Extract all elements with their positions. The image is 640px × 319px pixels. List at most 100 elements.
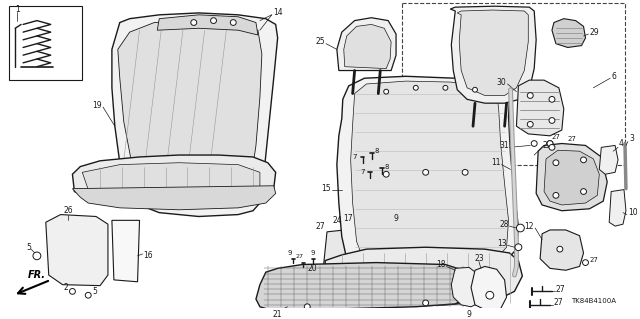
Text: 9: 9: [394, 214, 399, 223]
Text: 4: 4: [619, 139, 624, 148]
Bar: [402, 3, 625, 165]
Polygon shape: [72, 155, 276, 207]
Circle shape: [516, 224, 524, 232]
Text: 15: 15: [321, 184, 331, 193]
Text: 23: 23: [474, 254, 484, 263]
Polygon shape: [46, 215, 108, 286]
Polygon shape: [112, 13, 278, 217]
Text: 7: 7: [360, 169, 365, 175]
Text: 27: 27: [552, 134, 561, 140]
Polygon shape: [256, 263, 469, 311]
Polygon shape: [599, 145, 618, 174]
Polygon shape: [118, 21, 262, 201]
Text: 7: 7: [353, 154, 357, 160]
Text: 24: 24: [333, 216, 342, 225]
Polygon shape: [540, 230, 584, 270]
Text: 16: 16: [143, 251, 153, 260]
Text: 30: 30: [497, 78, 507, 86]
Text: 1: 1: [15, 4, 20, 14]
Text: 9: 9: [311, 250, 316, 256]
Text: 28: 28: [499, 220, 509, 229]
Polygon shape: [10, 6, 83, 80]
Circle shape: [580, 189, 586, 194]
Circle shape: [191, 20, 196, 26]
Polygon shape: [157, 15, 258, 35]
Polygon shape: [544, 150, 599, 205]
Circle shape: [527, 122, 533, 127]
Circle shape: [422, 169, 429, 175]
Circle shape: [33, 252, 41, 260]
Polygon shape: [376, 230, 402, 287]
Circle shape: [549, 145, 555, 150]
Polygon shape: [471, 266, 507, 311]
Circle shape: [527, 93, 533, 98]
Circle shape: [531, 141, 537, 146]
Circle shape: [547, 141, 553, 146]
Circle shape: [582, 260, 588, 265]
Polygon shape: [112, 220, 140, 282]
Polygon shape: [536, 144, 607, 211]
Text: TK84B4100A: TK84B4100A: [571, 298, 616, 304]
Text: 27: 27: [556, 285, 566, 294]
Circle shape: [472, 87, 477, 92]
Circle shape: [515, 244, 522, 251]
Text: 20: 20: [307, 264, 317, 273]
Text: 14: 14: [273, 8, 282, 18]
Text: 17: 17: [343, 214, 353, 223]
Text: 26: 26: [63, 206, 74, 215]
Circle shape: [486, 291, 493, 299]
Polygon shape: [83, 163, 260, 199]
Circle shape: [383, 171, 389, 177]
Circle shape: [85, 292, 91, 298]
Text: 27: 27: [296, 254, 303, 259]
Text: FR.: FR.: [28, 270, 46, 280]
Circle shape: [230, 20, 236, 26]
Polygon shape: [351, 227, 376, 287]
Circle shape: [547, 141, 553, 146]
Polygon shape: [516, 80, 564, 136]
Polygon shape: [457, 10, 528, 95]
Circle shape: [462, 169, 468, 175]
Text: 27: 27: [315, 222, 324, 231]
Text: 12: 12: [525, 222, 534, 231]
Text: 18: 18: [436, 260, 445, 269]
Circle shape: [553, 160, 559, 166]
Text: 3: 3: [629, 134, 634, 143]
Text: 22: 22: [542, 141, 552, 150]
Circle shape: [549, 96, 555, 102]
Circle shape: [422, 300, 429, 306]
Circle shape: [557, 246, 563, 252]
Text: 13: 13: [497, 239, 507, 248]
Text: 31: 31: [499, 141, 509, 150]
Text: 8: 8: [384, 164, 388, 170]
Polygon shape: [451, 6, 536, 103]
Polygon shape: [552, 19, 586, 48]
Text: 9: 9: [287, 250, 292, 256]
Polygon shape: [323, 230, 356, 287]
Polygon shape: [344, 25, 391, 69]
Circle shape: [549, 118, 555, 123]
Text: 5: 5: [27, 243, 31, 252]
Text: 8: 8: [374, 148, 379, 154]
Text: 5: 5: [92, 287, 97, 296]
Polygon shape: [337, 18, 396, 70]
Text: 21: 21: [273, 310, 282, 319]
Text: 6: 6: [611, 72, 616, 81]
Text: 10: 10: [628, 208, 637, 217]
Circle shape: [304, 304, 310, 310]
Circle shape: [413, 85, 419, 90]
Text: 9: 9: [466, 310, 471, 319]
Circle shape: [211, 18, 216, 24]
Text: 27: 27: [554, 298, 564, 308]
Polygon shape: [337, 76, 518, 276]
Circle shape: [70, 288, 76, 294]
Circle shape: [580, 157, 586, 163]
Polygon shape: [609, 189, 626, 226]
Text: 19: 19: [92, 100, 102, 110]
Text: 29: 29: [589, 28, 599, 37]
Polygon shape: [325, 247, 522, 307]
Circle shape: [443, 85, 448, 90]
Polygon shape: [72, 186, 276, 210]
Circle shape: [553, 192, 559, 198]
Circle shape: [384, 89, 388, 94]
